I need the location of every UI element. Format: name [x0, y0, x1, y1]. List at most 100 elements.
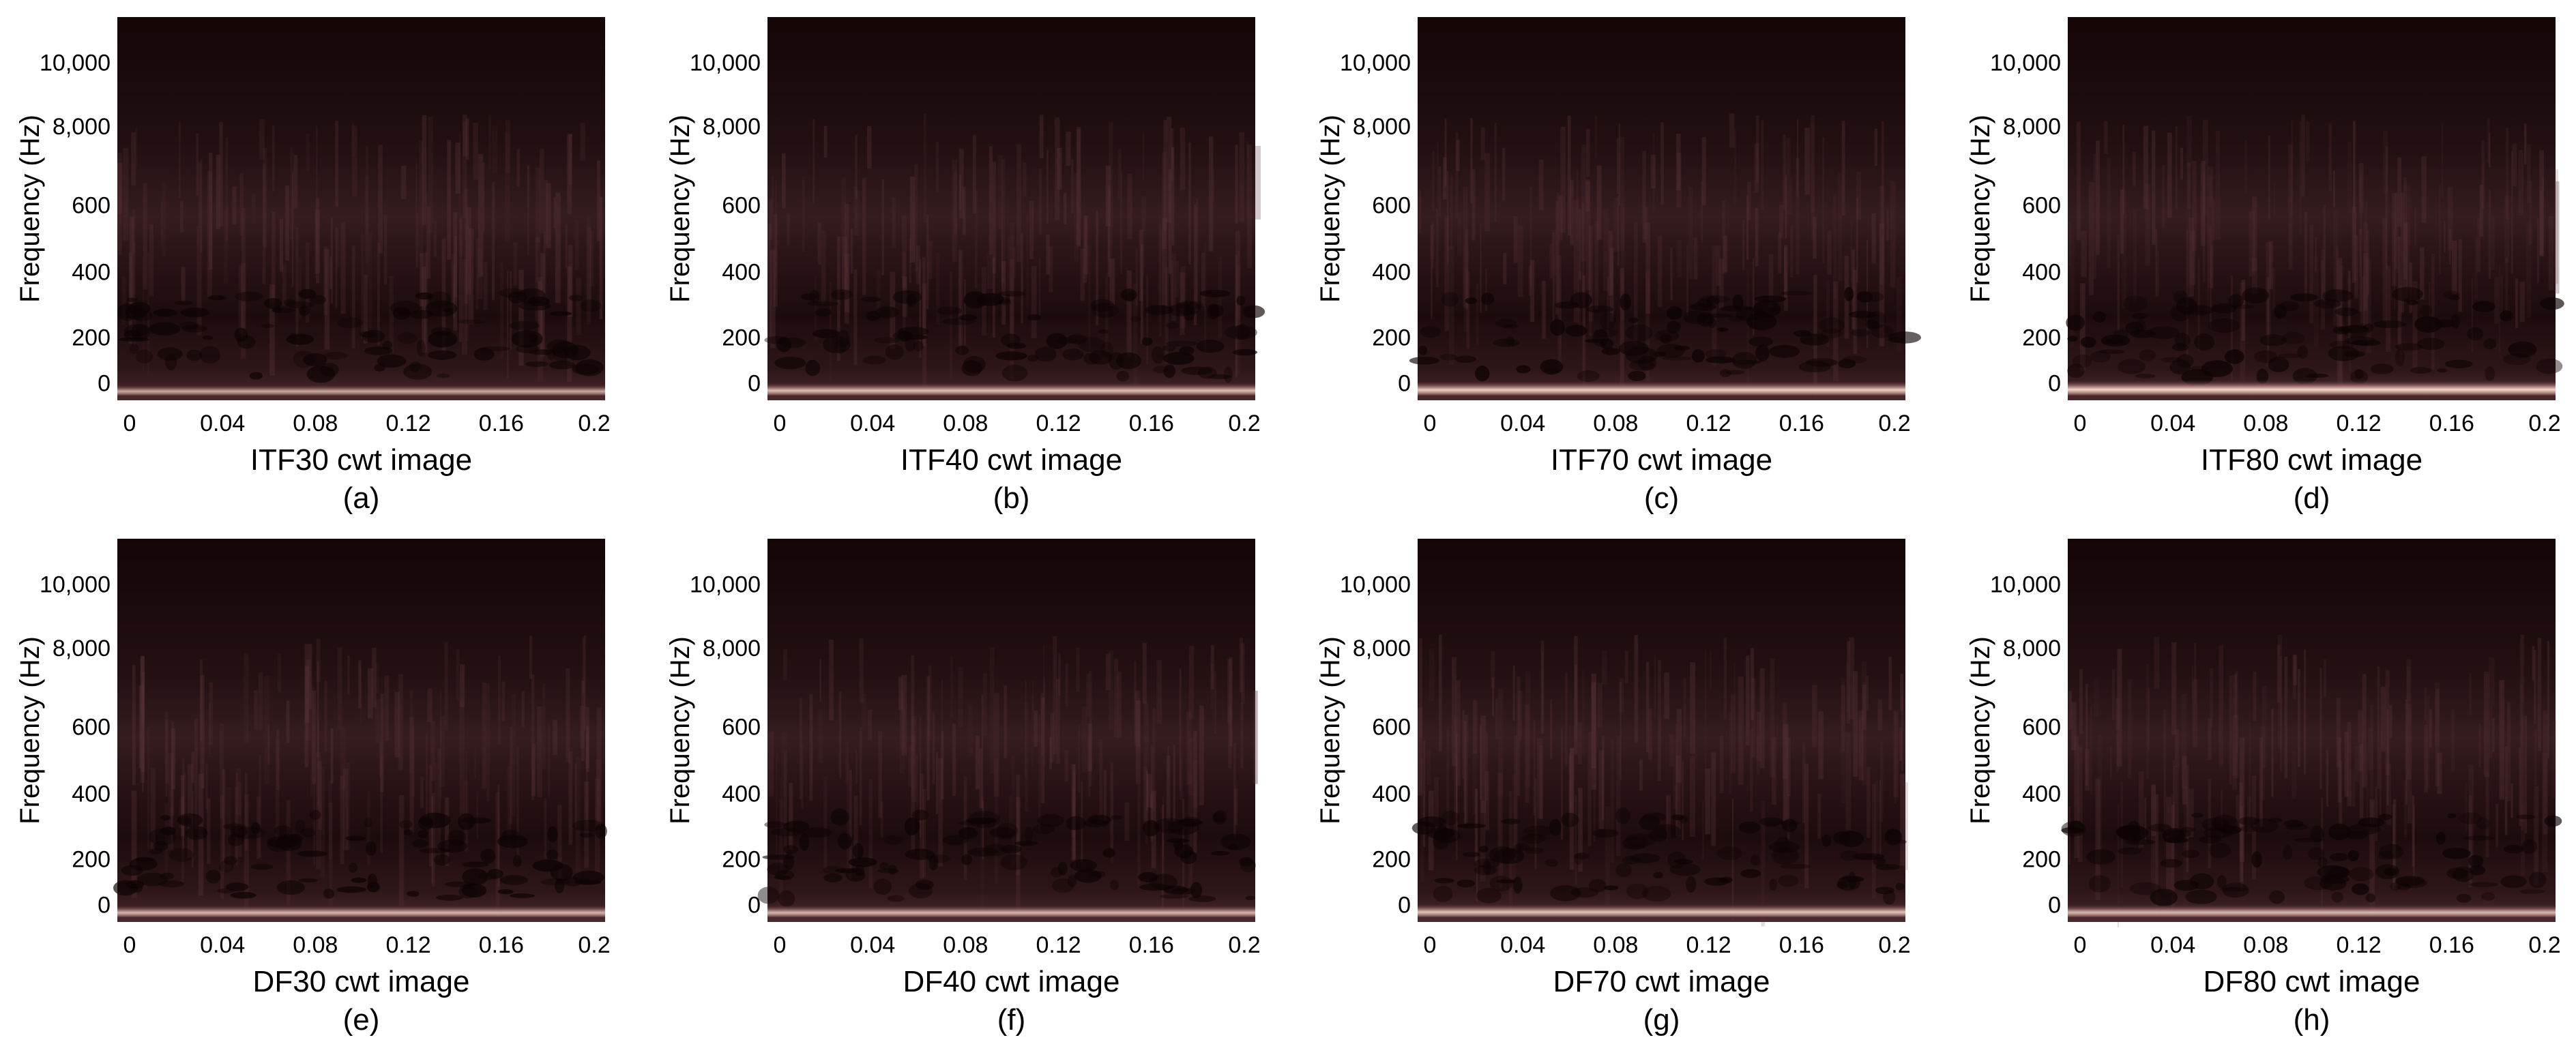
panel-c: 0 200 400 600 8,000 10,000 0 0.04 0.08 0.12 0.16 0.… — [1315, 17, 1921, 515]
panel-d: 0 200 400 600 8,000 10,000 0 0.04 0.08 0.12 0.16 0.… — [1965, 17, 2564, 515]
low-frequency-band — [117, 904, 605, 918]
x-tick-label: 0.16 — [1129, 411, 1174, 436]
x-tick-label: 0.2 — [2528, 932, 2560, 958]
scalogram-texture — [757, 636, 1258, 917]
low-frequency-band — [767, 382, 1255, 396]
x-tick-label: 0.08 — [1593, 932, 1638, 958]
y-tick-label: 10,000 — [40, 50, 111, 76]
y-tick-label: 8,000 — [1353, 636, 1411, 661]
y-tick-label: 200 — [2022, 846, 2061, 872]
x-tick-label: 0.12 — [386, 411, 431, 436]
y-tick-label: 8,000 — [703, 636, 761, 661]
y-tick-label: 8,000 — [1353, 114, 1411, 140]
y-tick-label: 200 — [72, 325, 111, 351]
x-tick-label: 0.2 — [1228, 411, 1260, 436]
low-frequency-band — [1418, 903, 1905, 918]
y-tick-label: 0 — [748, 893, 761, 919]
scalogram-background — [1418, 17, 1905, 400]
low-frequency-band — [2068, 380, 2556, 396]
x-tick-label: 0.2 — [1228, 932, 1260, 958]
x-tick-label: 0.2 — [2528, 411, 2560, 436]
x-tick-label: 0 — [1424, 932, 1437, 958]
y-tick-label: 400 — [1372, 260, 1411, 286]
y-tick-label: 0 — [1398, 371, 1411, 397]
y-tick-label: 600 — [2022, 714, 2061, 740]
scalogram-texture — [2066, 115, 2564, 386]
y-axis-label: Frequency (Hz) — [665, 636, 695, 824]
y-tick-label: 200 — [1372, 846, 1411, 872]
panel-label: (g) — [1643, 1003, 1680, 1037]
y-tick-label: 10,000 — [40, 571, 111, 597]
y-axis-label: Frequency (Hz) — [15, 115, 45, 303]
y-tick-label: 200 — [1372, 325, 1411, 351]
x-tick-label: 0.16 — [479, 411, 524, 436]
scalogram-texture — [113, 636, 607, 917]
x-tick-label: 0.2 — [578, 932, 610, 958]
panel-label: (e) — [343, 1003, 380, 1037]
y-tick-label: 200 — [72, 846, 111, 872]
panel-f: 0 200 400 600 8,000 10,000 0 0.04 0.08 0.12 0.16 0.… — [665, 539, 1261, 1037]
x-tick-label: 0.16 — [1129, 932, 1174, 958]
y-axis-label: Frequency (Hz) — [1315, 115, 1345, 303]
x-tick-label: 0.08 — [1593, 411, 1638, 436]
x-tick-label: 0.12 — [1686, 932, 1731, 958]
y-tick-label: 600 — [2022, 192, 2061, 218]
y-tick-label: 200 — [722, 846, 761, 872]
scalogram-texture — [2061, 634, 2562, 927]
y-tick-label: 10,000 — [690, 571, 761, 597]
scalogram-background — [2068, 539, 2556, 922]
panel-label: (a) — [343, 481, 380, 515]
y-tick-label: 600 — [1372, 714, 1411, 740]
y-axis-label: Frequency (Hz) — [15, 636, 45, 824]
y-tick-label: 10,000 — [1340, 571, 1411, 597]
y-tick-label: 400 — [72, 260, 111, 286]
x-tick-label: 0.04 — [2150, 411, 2195, 436]
x-tick-label: 0.04 — [1500, 411, 1545, 436]
panel-title: DF70 cwt image — [1553, 965, 1770, 998]
x-tick-label: 0.08 — [2243, 932, 2288, 958]
y-tick-label: 600 — [722, 192, 761, 218]
x-tick-label: 0 — [774, 411, 787, 436]
x-tick-label: 0 — [1424, 411, 1437, 436]
x-tick-label: 0 — [2074, 411, 2087, 436]
x-tick-label: 0.2 — [1878, 932, 1910, 958]
x-tick-label: 0.16 — [479, 932, 524, 958]
y-tick-label: 600 — [722, 714, 761, 740]
scalogram-texture — [117, 114, 604, 383]
low-frequency-band — [1418, 381, 1905, 396]
x-tick-label: 0.04 — [1500, 932, 1545, 958]
x-tick-label: 0.2 — [578, 411, 610, 436]
y-tick-label: 400 — [722, 781, 761, 807]
x-tick-label: 0.08 — [293, 932, 338, 958]
x-tick-label: 0.16 — [2429, 932, 2474, 958]
low-frequency-band — [117, 384, 605, 396]
x-tick-label: 0.16 — [1779, 932, 1824, 958]
x-tick-label: 0 — [123, 932, 136, 958]
scalogram-texture — [764, 113, 1265, 396]
y-tick-label: 0 — [2048, 893, 2061, 919]
scalogram-texture — [1409, 113, 1921, 398]
x-tick-label: 0.08 — [943, 932, 988, 958]
x-tick-label: 0.04 — [850, 411, 895, 436]
x-tick-label: 0.12 — [2337, 932, 2382, 958]
y-tick-label: 8,000 — [2003, 114, 2061, 140]
panel-h: 0 200 400 600 8,000 10,000 0 0.04 0.08 0.12 0.16 0.… — [1965, 539, 2562, 1037]
y-tick-label: 0 — [1398, 893, 1411, 919]
panel-title: ITF30 cwt image — [250, 443, 472, 477]
panel-label: (f) — [997, 1003, 1026, 1037]
y-tick-label: 0 — [748, 371, 761, 397]
panel-title: DF80 cwt image — [2204, 965, 2420, 998]
x-tick-label: 0.04 — [2150, 932, 2195, 958]
panel-title: DF40 cwt image — [903, 965, 1120, 998]
panel-label: (b) — [993, 481, 1030, 515]
y-tick-label: 600 — [72, 192, 111, 218]
y-tick-label: 10,000 — [1990, 50, 2061, 76]
low-frequency-band — [767, 904, 1255, 918]
y-tick-label: 0 — [98, 893, 111, 919]
panel-label: (h) — [2294, 1003, 2330, 1037]
x-tick-label: 0 — [774, 932, 787, 958]
y-tick-label: 400 — [72, 781, 111, 807]
y-tick-label: 0 — [2048, 371, 2061, 397]
scalogram-texture — [1411, 634, 1908, 927]
